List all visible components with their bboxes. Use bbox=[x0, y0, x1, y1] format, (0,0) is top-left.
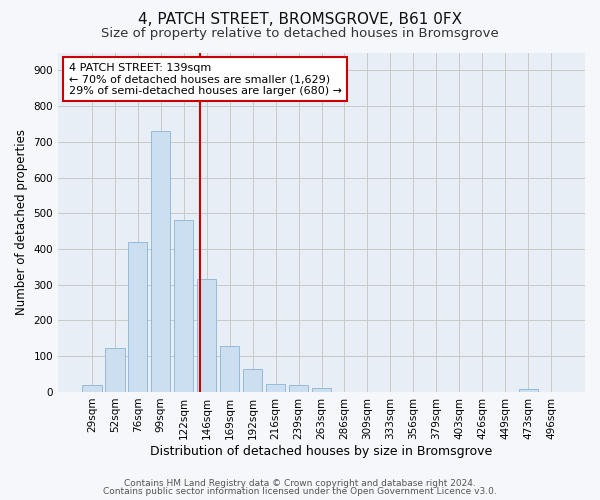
Bar bbox=[151, 131, 170, 392]
Bar bbox=[266, 384, 286, 392]
Bar bbox=[243, 368, 262, 392]
Text: Size of property relative to detached houses in Bromsgrove: Size of property relative to detached ho… bbox=[101, 28, 499, 40]
Text: 4 PATCH STREET: 139sqm
← 70% of detached houses are smaller (1,629)
29% of semi-: 4 PATCH STREET: 139sqm ← 70% of detached… bbox=[68, 62, 341, 96]
X-axis label: Distribution of detached houses by size in Bromsgrove: Distribution of detached houses by size … bbox=[151, 444, 493, 458]
Text: 4, PATCH STREET, BROMSGROVE, B61 0FX: 4, PATCH STREET, BROMSGROVE, B61 0FX bbox=[138, 12, 462, 28]
Bar bbox=[518, 389, 538, 392]
Bar bbox=[197, 280, 217, 392]
Bar bbox=[174, 220, 193, 392]
Bar bbox=[82, 385, 101, 392]
Bar bbox=[128, 242, 148, 392]
Bar bbox=[220, 346, 239, 392]
Bar bbox=[289, 385, 308, 392]
Bar bbox=[105, 348, 125, 392]
Bar bbox=[312, 388, 331, 392]
Y-axis label: Number of detached properties: Number of detached properties bbox=[15, 129, 28, 315]
Text: Contains public sector information licensed under the Open Government Licence v3: Contains public sector information licen… bbox=[103, 487, 497, 496]
Text: Contains HM Land Registry data © Crown copyright and database right 2024.: Contains HM Land Registry data © Crown c… bbox=[124, 478, 476, 488]
